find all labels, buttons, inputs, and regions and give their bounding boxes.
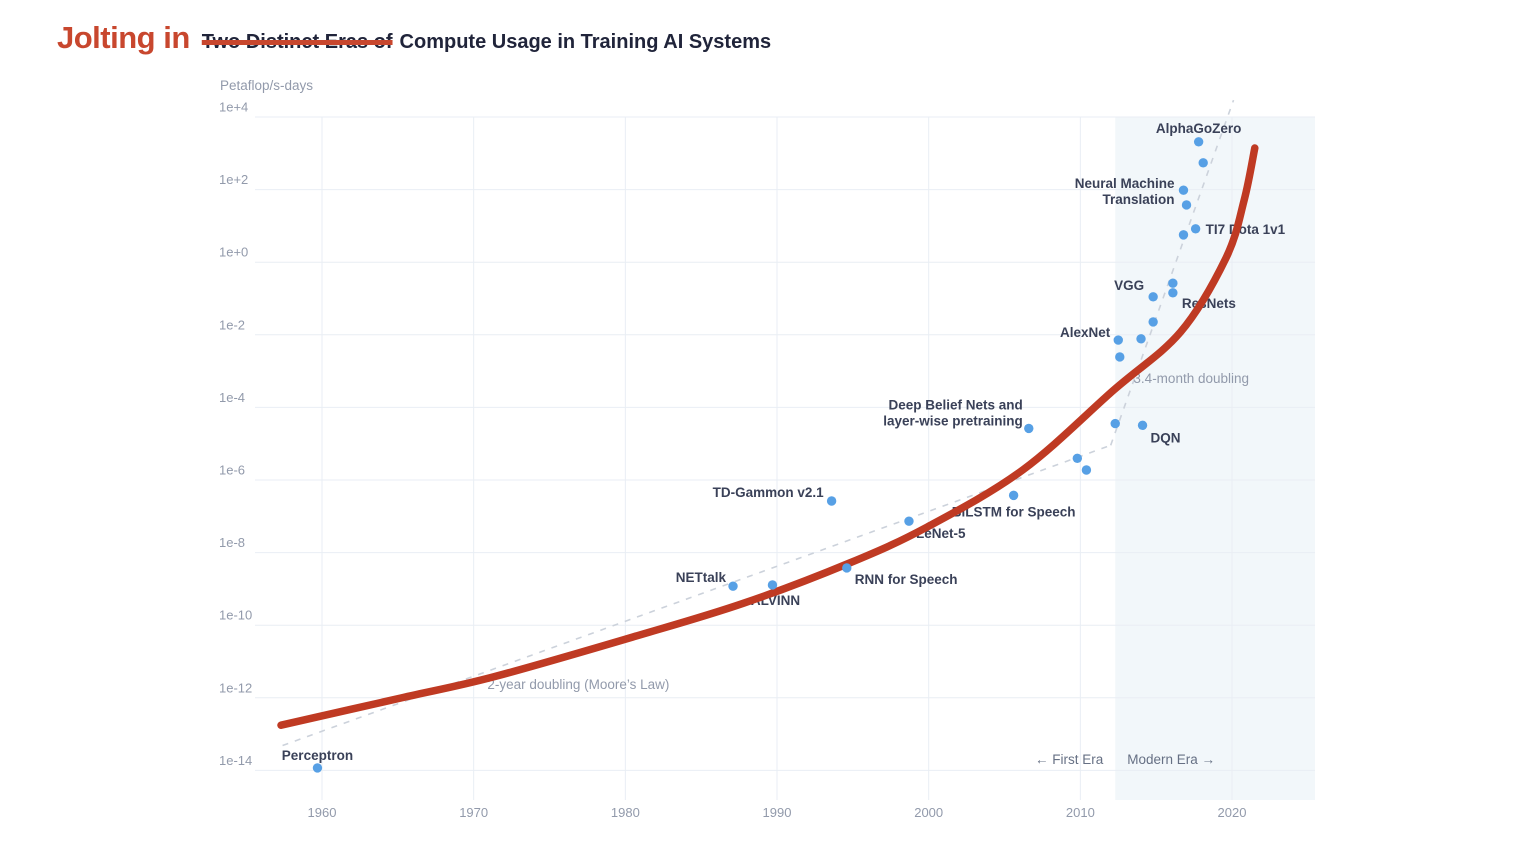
- data-point: [1024, 423, 1034, 434]
- x-tick-label: 2020: [1218, 805, 1247, 820]
- data-point: [1190, 224, 1201, 234]
- data-point: [1148, 292, 1158, 302]
- x-tick-label: 2000: [914, 805, 943, 820]
- y-tick-label: 1e-6: [219, 463, 245, 478]
- data-point: [842, 563, 852, 573]
- moore-doubling-label: 2-year doubling (Moore’s Law): [487, 677, 669, 692]
- data-point: [767, 580, 778, 590]
- data-point: [1081, 465, 1092, 475]
- strikethrough-text: Two Distinct Eras of: [201, 31, 393, 53]
- data-point-label: TD-Gammon v2.1: [713, 485, 825, 500]
- data-point: [904, 516, 914, 526]
- data-point: [312, 763, 323, 773]
- x-tick-label: 1990: [763, 805, 792, 820]
- data-point: [1148, 317, 1158, 327]
- era-label-first: ← First Era: [1035, 752, 1104, 767]
- era-label-modern: Modern Era →: [1127, 752, 1215, 767]
- data-point: [1181, 200, 1192, 210]
- annotation-jolting-in: Jolting in: [57, 20, 190, 55]
- jolt-curve: [277, 144, 1259, 729]
- y-tick-label: 1e-8: [219, 535, 245, 550]
- modern-era-shade: [1115, 117, 1315, 800]
- data-point-label: ResNets: [1182, 296, 1236, 311]
- data-point: [1193, 137, 1204, 147]
- y-tick-label: 1e-4: [219, 390, 245, 405]
- data-point-label: TI7 Dota 1v1: [1206, 222, 1286, 237]
- data-point-label: Deep Belief Nets and layer-wise pretraini…: [883, 397, 1023, 428]
- data-point-label: RNN for Speech: [855, 572, 958, 587]
- data-point: [1136, 334, 1146, 344]
- y-tick-label: 1e-2: [219, 317, 245, 332]
- page-title: Compute Usage in Training AI Systems: [399, 31, 772, 53]
- data-point-label: VGG: [1114, 278, 1144, 293]
- data-point-label: AlphaGoZero: [1156, 121, 1242, 136]
- y-tick-label: 1e+2: [219, 172, 248, 187]
- y-tick-label: 1e-10: [219, 608, 252, 623]
- x-tick-label: 1970: [459, 805, 488, 820]
- data-point: [1137, 420, 1148, 431]
- data-point: [1178, 230, 1189, 240]
- data-point: [728, 581, 738, 591]
- x-tick-label: 1960: [308, 805, 337, 820]
- y-tick-label: 1e+0: [219, 245, 248, 260]
- data-point-label: BiLSTM for Speech: [952, 504, 1076, 519]
- y-tick-label: 1e-12: [219, 680, 252, 695]
- data-point: [1113, 335, 1123, 345]
- data-point-label: AlexNet: [1060, 325, 1111, 340]
- fast-doubling-label: 3.4-month doubling: [1133, 371, 1249, 386]
- x-tick-label: 2010: [1066, 805, 1095, 820]
- data-point: [1178, 185, 1189, 195]
- y-tick-label: 1e-14: [219, 753, 252, 768]
- data-point: [1168, 288, 1178, 298]
- data-point: [826, 496, 837, 506]
- data-point-label: DQN: [1151, 430, 1181, 445]
- data-point-label: NETtalk: [676, 570, 727, 585]
- x-tick-label: 1980: [611, 805, 640, 820]
- data-point-label: Neural Machine Translation: [1075, 176, 1175, 207]
- data-point: [1110, 418, 1120, 429]
- y-axis-title: Petaflop/s-days: [220, 78, 313, 93]
- data-point: [1168, 278, 1178, 288]
- data-point: [1198, 158, 1208, 168]
- data-point-label: Perceptron: [282, 748, 353, 763]
- y-tick-label: 1e+4: [219, 100, 248, 115]
- data-point: [1072, 453, 1083, 464]
- data-point: [1008, 490, 1019, 501]
- fast-doubling-line: [1109, 99, 1235, 446]
- data-point: [1115, 352, 1125, 362]
- slide-title: Jolting in Two Distinct Eras of Compute …: [57, 20, 771, 56]
